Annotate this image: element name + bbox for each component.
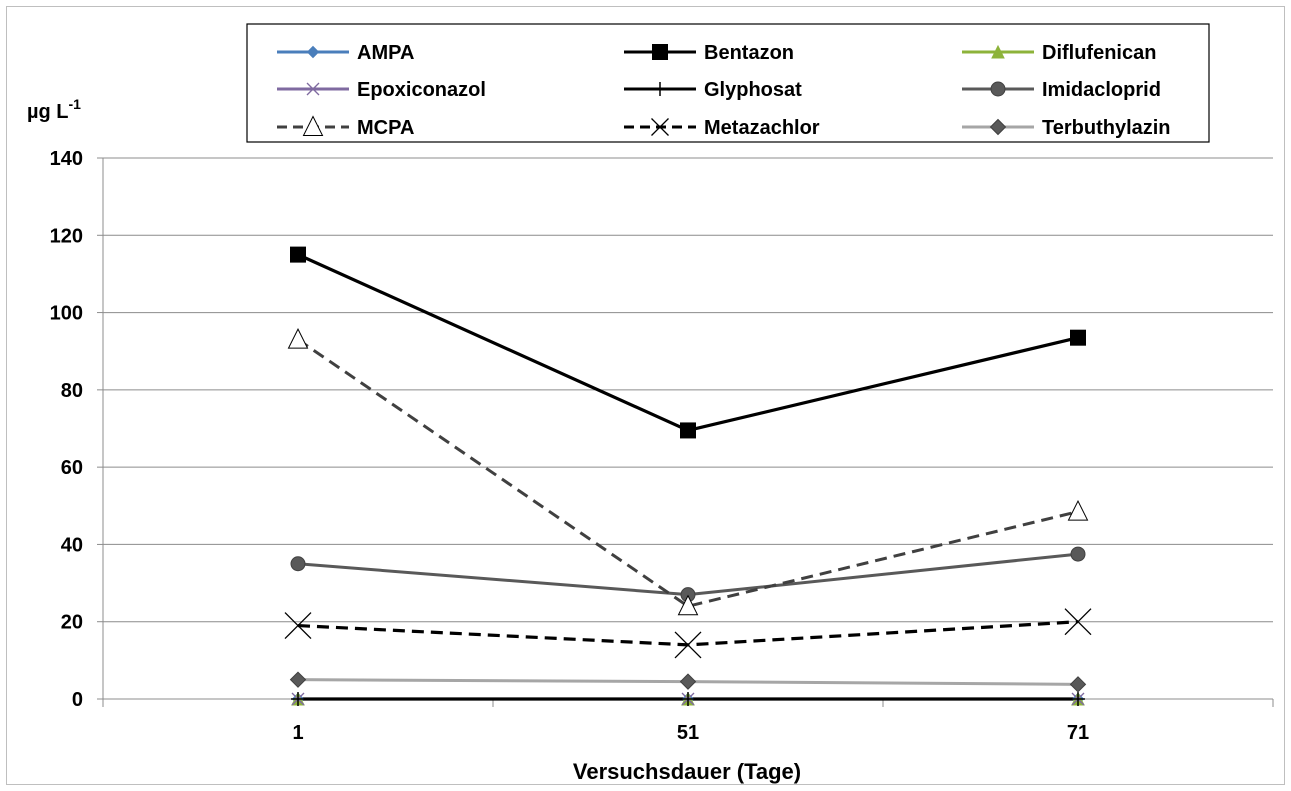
point-terbuthylazin-1 [291, 672, 306, 687]
point-terbuthylazin-51 [681, 674, 696, 689]
y-tick-label-120: 120 [50, 225, 83, 247]
series-lines [298, 255, 1078, 699]
legend-label-mcpa: MCPA [357, 117, 414, 139]
line-chart: 0 20 40 60 80 100 120 140 1 51 71 µg L-1 Versuchsd… [7, 7, 1286, 786]
legend-marker-imidacloprid [991, 82, 1005, 96]
point-terbuthylazin-71 [1071, 677, 1086, 692]
legend: AMPA Bentazon Diflufenican Epoxiconazol Glyp… [247, 24, 1209, 142]
series-line-metazachlor [298, 622, 1078, 645]
point-imidacloprid-1 [291, 557, 305, 571]
point-mcpa-1 [289, 329, 308, 348]
chart-frame: 0 20 40 60 80 100 120 140 1 51 71 µg L-1 Versuchsd… [6, 6, 1285, 785]
legend-label-ampa: AMPA [357, 42, 414, 64]
legend-label-bentazon: Bentazon [704, 42, 794, 64]
tick-labels: 0 20 40 60 80 100 120 140 1 51 71 [50, 148, 1090, 744]
legend-label-metazachlor: Metazachlor [704, 117, 820, 139]
y-tick-label-100: 100 [50, 303, 83, 325]
legend-label-imidacloprid: Imidacloprid [1042, 79, 1161, 101]
series-line-bentazon [298, 255, 1078, 431]
point-imidacloprid-71 [1071, 547, 1085, 561]
legend-label-terbuthylazin: Terbuthylazin [1042, 117, 1171, 139]
gridlines [103, 158, 1273, 622]
point-bentazon-51 [681, 423, 696, 438]
x-tick-label-71: 71 [1067, 722, 1089, 744]
legend-label-diflufenican: Diflufenican [1042, 42, 1156, 64]
y-axis-unit-exponent: -1 [69, 96, 82, 112]
x-axis-title: Versuchsdauer (Tage) [573, 759, 801, 784]
y-axis-unit-text: µg L [27, 101, 69, 123]
y-tick-label-140: 140 [50, 148, 83, 170]
y-tick-label-40: 40 [61, 534, 83, 556]
point-bentazon-1 [291, 247, 306, 262]
y-tick-label-60: 60 [61, 457, 83, 479]
x-tick-label-51: 51 [677, 722, 699, 744]
series-markers [285, 247, 1091, 706]
legend-label-epoxiconazol: Epoxiconazol [357, 79, 486, 101]
legend-label-glyphosat: Glyphosat [704, 79, 802, 101]
legend-marker-bentazon [653, 45, 668, 60]
y-tick-label-20: 20 [61, 612, 83, 634]
y-tick-label-0: 0 [72, 689, 83, 711]
x-tick-label-1: 1 [292, 722, 303, 744]
point-bentazon-71 [1071, 330, 1086, 345]
y-tick-label-80: 80 [61, 380, 83, 402]
y-axis-unit: µg L-1 [27, 96, 81, 123]
point-mcpa-71 [1069, 501, 1088, 520]
